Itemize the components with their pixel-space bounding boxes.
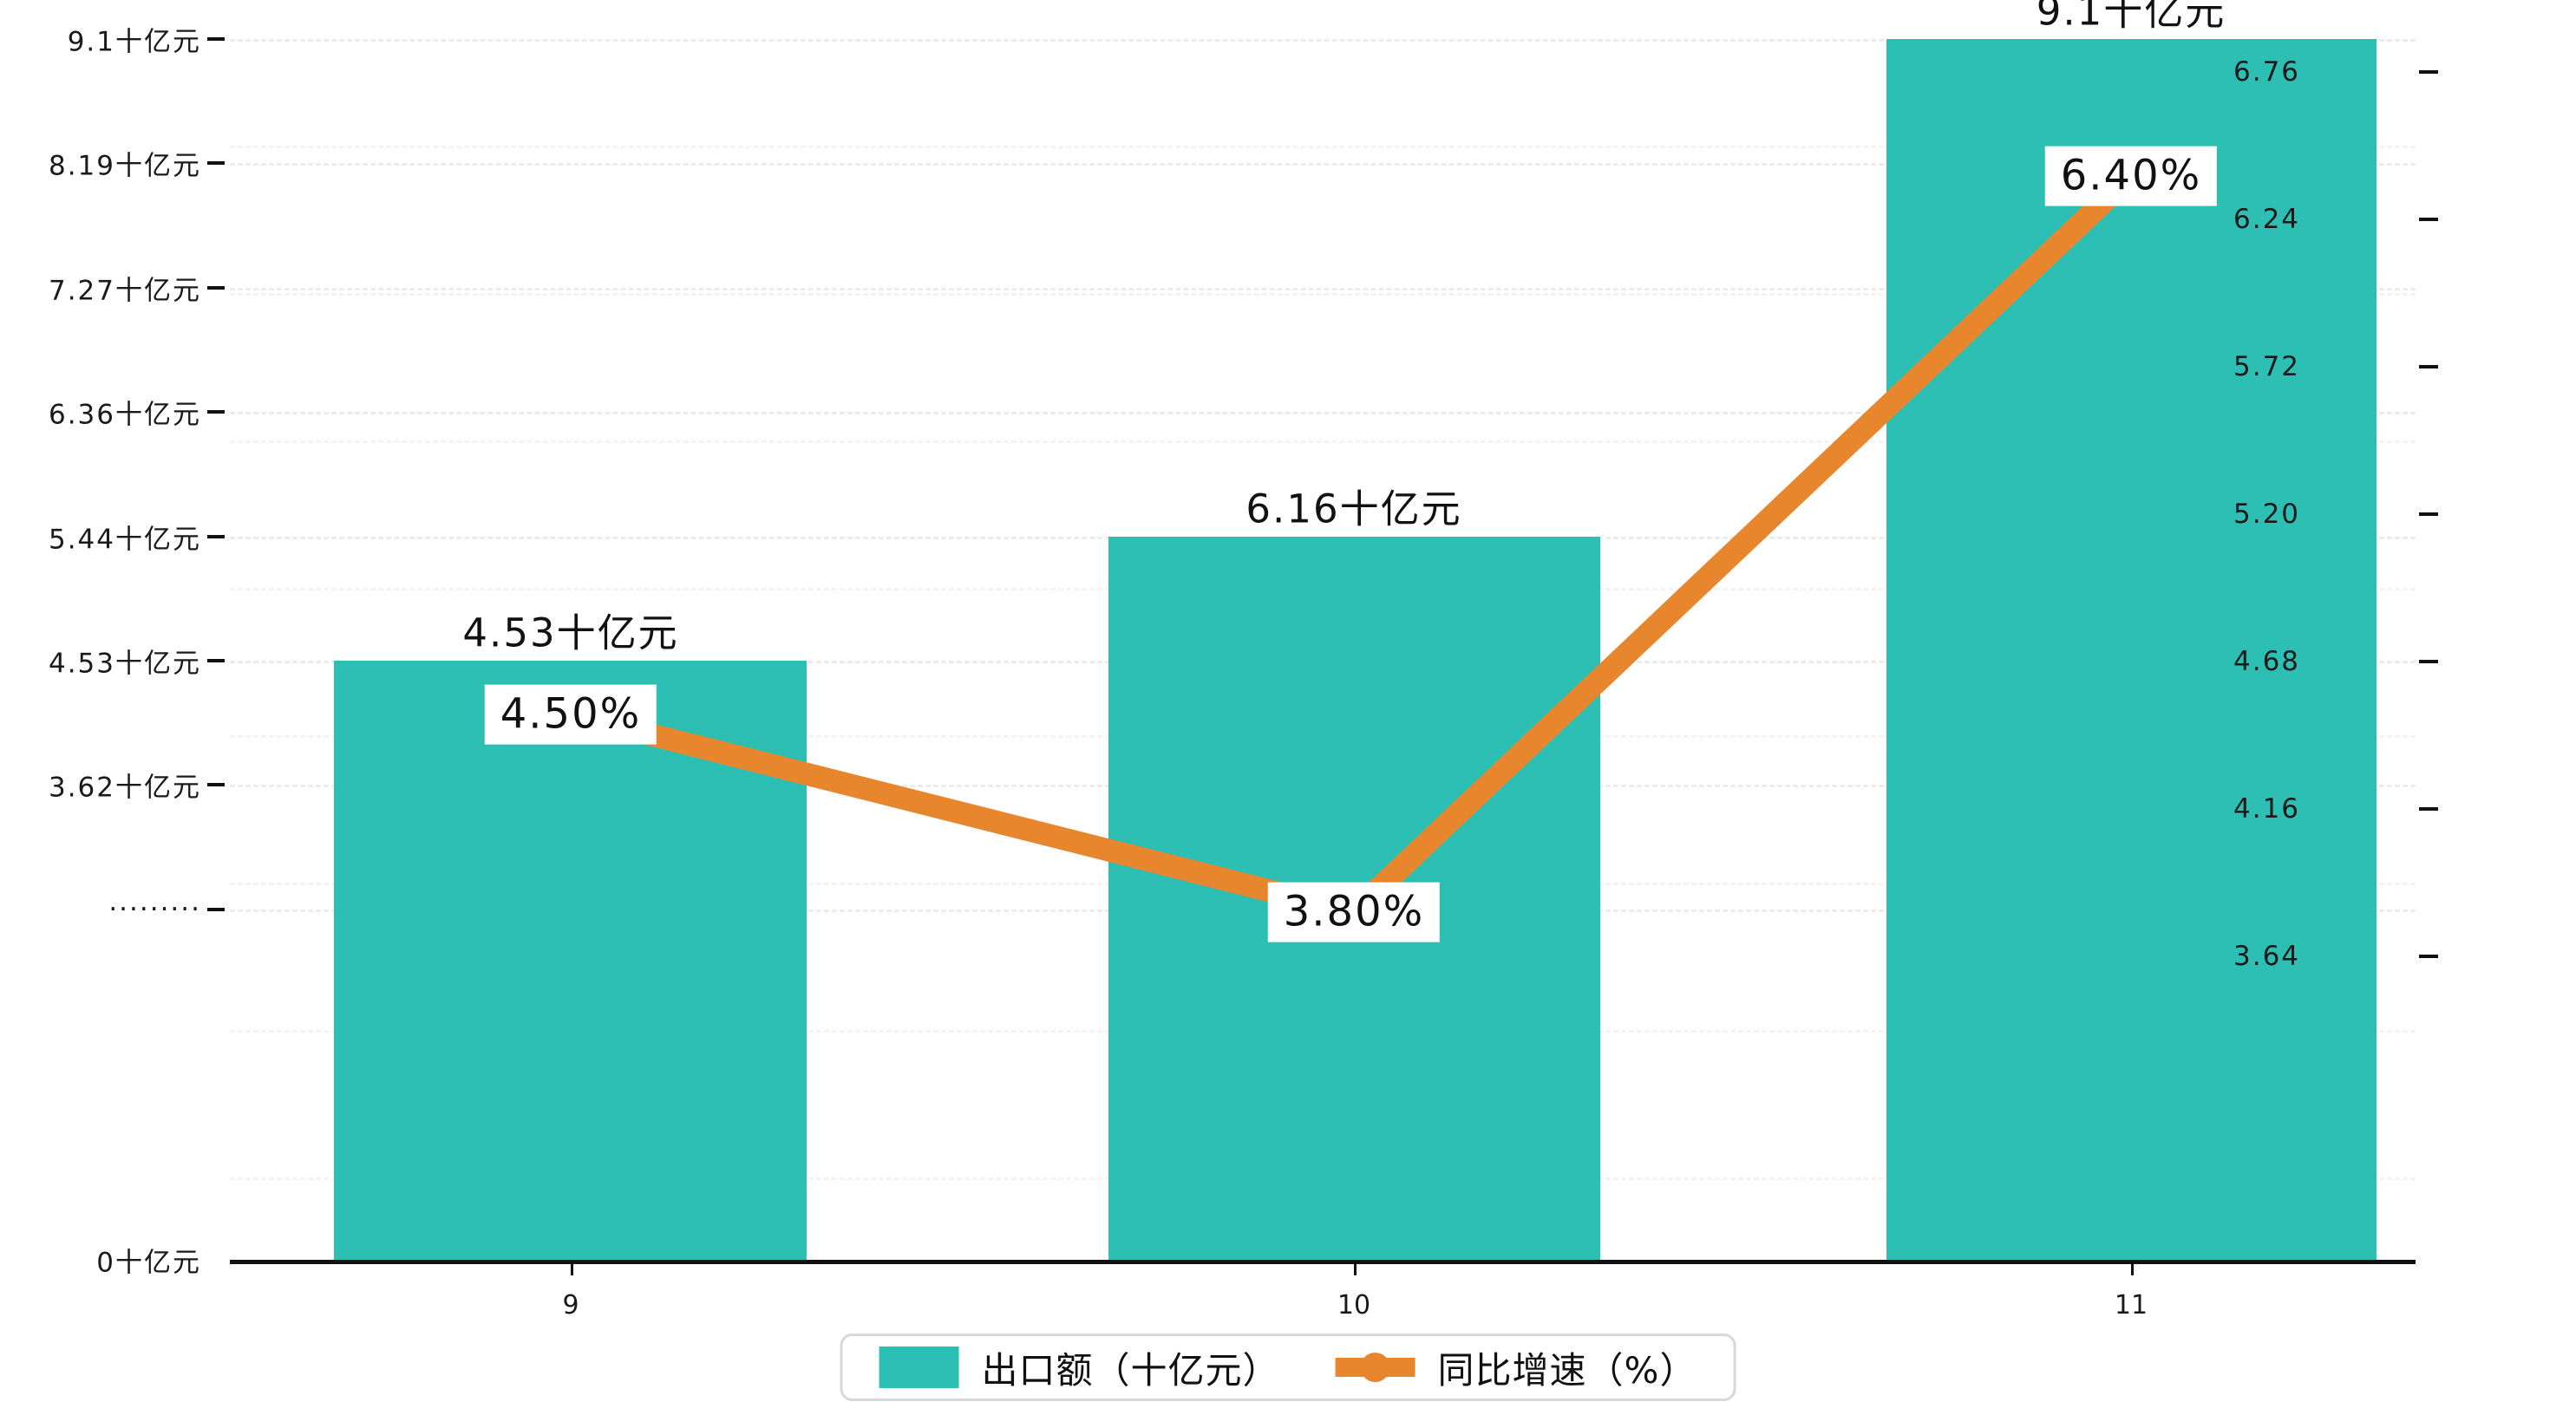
x-tick-label-11: 11 [2114, 1290, 2148, 1320]
right-tick-mark [2419, 955, 2438, 958]
gridline-minor [230, 293, 2416, 296]
legend-item-growth-rate[interactable]: 同比增速（%） [1335, 1341, 1697, 1394]
left-tick-label: 5.44十亿元 [48, 524, 201, 556]
right-tick-mark [2419, 218, 2438, 221]
legend-line-swatch-icon [1335, 1347, 1415, 1388]
right-tick-label: 4.68 [2233, 646, 2301, 677]
gridline-major [230, 412, 2416, 414]
gridline-minor [230, 440, 2416, 443]
right-tick-mark [2419, 807, 2438, 811]
left-tick-label: 7.27十亿元 [48, 275, 201, 307]
gridline-major [230, 39, 2416, 42]
right-tick-mark [2419, 512, 2438, 516]
bar-value-label-9: 4.53十亿元 [454, 610, 688, 657]
left-tick-mark [207, 908, 225, 911]
left-tick-mark [207, 286, 225, 290]
left-tick-label: 9.1十亿元 [67, 26, 201, 58]
right-tick-label: 3.64 [2233, 941, 2301, 972]
right-tick-mark [2419, 660, 2438, 663]
right-tick-mark [2419, 70, 2438, 74]
legend-item-export-value[interactable]: 出口额（十亿元） [879, 1341, 1280, 1394]
growth-rate-line [567, 167, 2139, 923]
growth-label-11: 6.40% [2044, 146, 2218, 206]
left-tick-mark [207, 410, 225, 414]
left-tick-label: 0十亿元 [96, 1247, 201, 1279]
x-tick-11 [2131, 1260, 2134, 1275]
left-tick-label: ········· [108, 894, 201, 925]
left-tick-mark [207, 535, 225, 538]
plot-area: 4.53十亿元 6.16十亿元 9.1十亿元 4.50% 3.80% 6.40% 9 10… [207, 0, 2438, 1320]
right-tick-label: 5.20 [2233, 499, 2301, 530]
growth-label-9: 4.50% [484, 684, 657, 745]
right-tick-label: 5.72 [2233, 351, 2301, 382]
legend-label-growth-rate: 同比增速（%） [1437, 1348, 1697, 1392]
legend-bar-swatch-icon [879, 1347, 959, 1388]
left-tick-label: 3.62十亿元 [48, 772, 201, 804]
x-tick-label-9: 9 [562, 1290, 579, 1320]
right-tick-label: 6.76 [2233, 56, 2301, 88]
left-tick-mark [207, 37, 225, 41]
right-tick-label: 4.16 [2233, 793, 2301, 825]
left-tick-mark [207, 659, 225, 662]
gridline-minor [230, 146, 2416, 148]
growth-label-10: 3.80% [1267, 882, 1441, 942]
left-tick-label: 4.53十亿元 [48, 648, 201, 680]
gridline-major [230, 163, 2416, 166]
chart-legend[interactable]: 出口额（十亿元） 同比增速（%） [840, 1333, 1736, 1401]
x-tick-9 [571, 1260, 573, 1275]
left-tick-label: 6.36十亿元 [48, 399, 201, 431]
gridline-major [230, 288, 2416, 290]
x-axis-line [230, 1260, 2416, 1264]
right-tick-mark [2419, 365, 2438, 368]
x-tick-label-10: 10 [1337, 1290, 1371, 1320]
bar-value-label-11: 9.1十亿元 [2027, 0, 2235, 36]
legend-label-export-value: 出口额（十亿元） [981, 1348, 1280, 1392]
bar-11[interactable] [1886, 39, 2377, 1260]
right-tick-label: 6.24 [2233, 204, 2301, 235]
bar-value-label-10: 6.16十亿元 [1237, 486, 1471, 533]
x-tick-10 [1354, 1260, 1357, 1275]
left-tick-mark [207, 161, 225, 165]
left-tick-mark [207, 783, 225, 786]
left-tick-label: 8.19十亿元 [48, 150, 201, 182]
